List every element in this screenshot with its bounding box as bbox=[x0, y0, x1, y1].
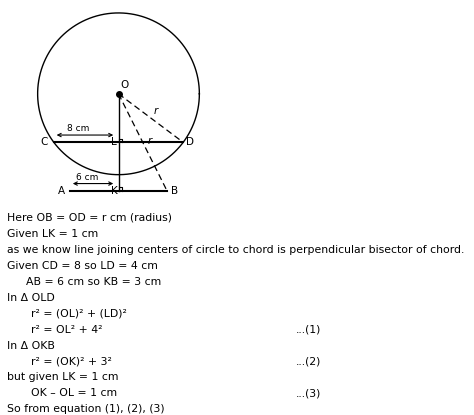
Text: r: r bbox=[147, 136, 152, 146]
Text: Given CD = 8 so LD = 4 cm: Given CD = 8 so LD = 4 cm bbox=[7, 261, 158, 271]
Text: 6 cm: 6 cm bbox=[76, 173, 99, 182]
Text: In Δ OKB: In Δ OKB bbox=[7, 340, 55, 351]
Text: L: L bbox=[111, 137, 117, 147]
Text: B: B bbox=[171, 186, 178, 196]
Text: O: O bbox=[120, 80, 128, 90]
Text: but given LK = 1 cm: but given LK = 1 cm bbox=[7, 373, 118, 383]
Text: 8 cm: 8 cm bbox=[67, 124, 89, 133]
Text: OK – OL = 1 cm: OK – OL = 1 cm bbox=[30, 388, 117, 398]
Text: In Δ OLD: In Δ OLD bbox=[7, 293, 55, 303]
Text: K: K bbox=[111, 186, 118, 196]
Text: as we know line joining centers of circle to chord is perpendicular bisector of : as we know line joining centers of circl… bbox=[7, 245, 465, 255]
Text: Given LK = 1 cm: Given LK = 1 cm bbox=[7, 229, 98, 239]
Text: r² = OL² + 4²: r² = OL² + 4² bbox=[30, 325, 102, 334]
Text: ...(1): ...(1) bbox=[296, 325, 321, 334]
Text: r² = (OK)² + 3²: r² = (OK)² + 3² bbox=[30, 356, 111, 366]
Text: So from equation (1), (2), (3): So from equation (1), (2), (3) bbox=[7, 404, 164, 415]
Text: r² = (OL)² + (LD)²: r² = (OL)² + (LD)² bbox=[30, 309, 127, 319]
Text: A: A bbox=[57, 186, 64, 196]
Text: AB = 6 cm so KB = 3 cm: AB = 6 cm so KB = 3 cm bbox=[26, 276, 161, 287]
Text: D: D bbox=[186, 137, 194, 147]
Text: r: r bbox=[153, 106, 157, 116]
Text: ...(2): ...(2) bbox=[296, 356, 321, 366]
Text: Here OB = OD = r cm (radius): Here OB = OD = r cm (radius) bbox=[7, 212, 172, 223]
Text: C: C bbox=[40, 137, 48, 147]
Text: ...(3): ...(3) bbox=[296, 388, 321, 398]
